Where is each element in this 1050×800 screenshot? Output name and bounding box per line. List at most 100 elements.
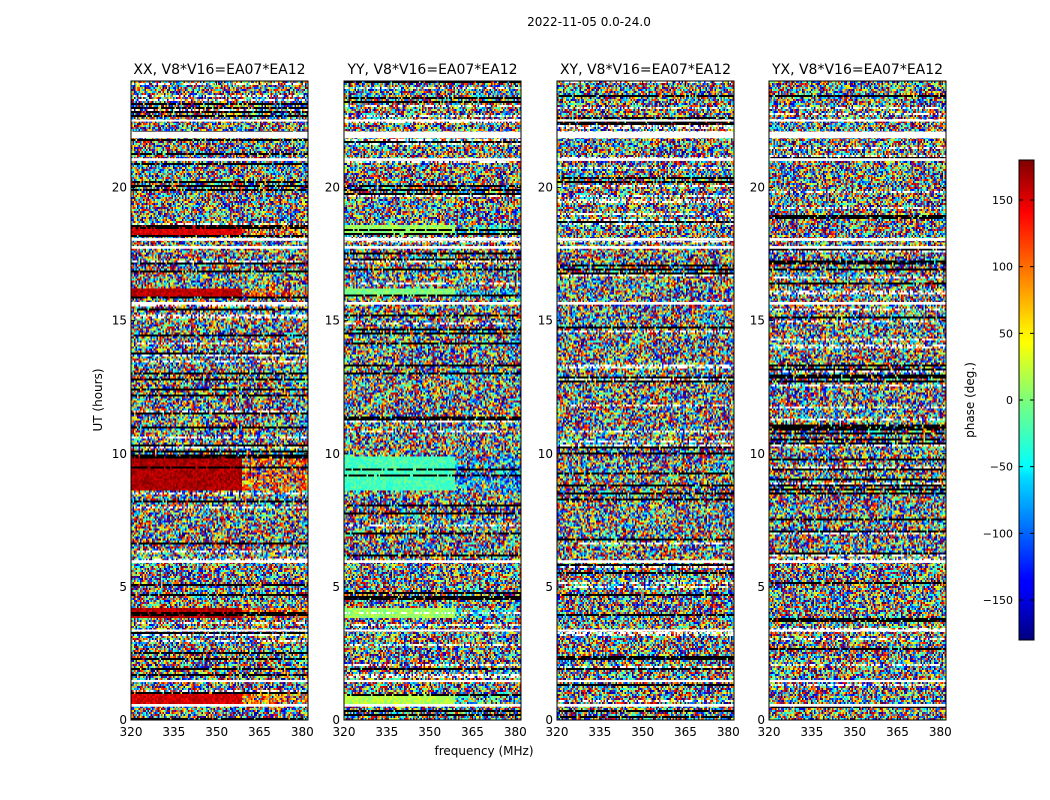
colorbar-tick-label: 50 xyxy=(999,327,1013,340)
panel-frame xyxy=(768,80,947,721)
flagged-band xyxy=(557,680,734,683)
flagged-band xyxy=(769,629,946,632)
colorbar-tick-label: −150 xyxy=(983,594,1013,607)
panel-title: XY, V8*V16=EA07*EA12 xyxy=(560,62,731,78)
phase-heatmap-yy xyxy=(344,81,521,720)
colorbar-label: phase (deg.) xyxy=(963,362,977,438)
x-tick-label: 365 xyxy=(674,725,697,739)
x-tick-label: 335 xyxy=(162,725,185,739)
flagged-band xyxy=(769,301,946,305)
flagged-band xyxy=(769,704,946,707)
panel-yy: YY, V8*V16=EA07*EA12 0 5 10 15 20 320 335 350 365… xyxy=(325,62,527,739)
x-tick-label: 365 xyxy=(886,725,909,739)
panel-title: YY, V8*V16=EA07*EA12 xyxy=(346,62,517,78)
x-axis-label: frequency (MHz) xyxy=(434,744,533,758)
x-tick-label: 335 xyxy=(588,725,611,739)
flagged-band xyxy=(344,560,521,563)
colorbar-tick-label: 100 xyxy=(992,261,1013,274)
x-tick-label: 350 xyxy=(631,725,654,739)
x-tick-label: 335 xyxy=(375,725,398,739)
x-tick-label: 320 xyxy=(758,725,781,739)
flagged-band xyxy=(131,131,308,139)
y-axis-label: UT (hours) xyxy=(91,368,105,431)
y-tick-label: 20 xyxy=(325,181,340,195)
flagged-band xyxy=(769,560,946,563)
flagged-band xyxy=(769,246,946,249)
x-tick-label: 380 xyxy=(291,725,314,739)
flagged-band xyxy=(557,629,734,632)
y-tick-label: 5 xyxy=(332,580,340,594)
x-tick-label: 365 xyxy=(461,725,484,739)
colorbar-tick-label: −100 xyxy=(983,527,1013,540)
x-tick-label: 380 xyxy=(929,725,952,739)
x-tick-label: 365 xyxy=(248,725,271,739)
y-tick-label: 0 xyxy=(119,713,127,727)
flagged-band xyxy=(344,238,521,241)
phase-heatmap-xy xyxy=(557,81,734,720)
y-tick-label: 10 xyxy=(750,447,765,461)
flagged-band xyxy=(557,560,734,563)
flagged-band xyxy=(557,131,734,139)
colorbar: 150 100 50 0 −50 −100 −150 phase (deg.) xyxy=(963,159,1035,641)
flagged-band xyxy=(131,158,308,161)
flagged-band xyxy=(557,301,734,305)
flagged-band xyxy=(344,158,521,161)
y-tick-label: 10 xyxy=(538,447,553,461)
y-tick-label: 0 xyxy=(332,713,340,727)
colorbar-tick-label: −50 xyxy=(990,461,1013,474)
flagged-band xyxy=(131,301,308,305)
flagged-band xyxy=(769,238,946,241)
flagged-band xyxy=(557,246,734,249)
panel-xx: XX, V8*V16=EA07*EA12 0 5 10 15 20 320 335 350 365… xyxy=(112,62,314,739)
flagged-band xyxy=(557,158,734,161)
y-tick-label: 5 xyxy=(119,580,127,594)
y-tick-label: 0 xyxy=(757,713,765,727)
flagged-band xyxy=(769,119,946,122)
y-tick-label: 10 xyxy=(325,447,340,461)
panel-title: XX, V8*V16=EA07*EA12 xyxy=(133,62,305,78)
flagged-band xyxy=(131,704,308,707)
figure-suptitle: 2022-11-05 0.0-24.0 xyxy=(527,15,651,29)
x-tick-label: 350 xyxy=(205,725,228,739)
flagged-band xyxy=(769,680,946,683)
flagged-band xyxy=(344,629,521,632)
x-tick-label: 320 xyxy=(546,725,569,739)
x-tick-label: 335 xyxy=(800,725,823,739)
flagged-band xyxy=(557,238,734,241)
flagged-band xyxy=(769,158,946,161)
x-tick-label: 380 xyxy=(504,725,527,739)
flagged-band xyxy=(769,131,946,139)
panel-title: YX, V8*V16=EA07*EA12 xyxy=(771,62,943,78)
y-tick-label: 20 xyxy=(538,181,553,195)
flagged-band xyxy=(344,119,521,122)
x-tick-label: 380 xyxy=(717,725,740,739)
flagged-band xyxy=(131,238,308,241)
x-tick-label: 320 xyxy=(120,725,143,739)
flagged-band xyxy=(344,246,521,249)
panel-frame xyxy=(130,80,309,721)
colorbar-tick-label: 0 xyxy=(1006,394,1013,407)
y-tick-label: 5 xyxy=(757,580,765,594)
flagged-band xyxy=(131,560,308,563)
panel-xy: XY, V8*V16=EA07*EA12 0 5 10 15 20 320 335 350 365… xyxy=(538,62,740,739)
phase-heatmap-xx xyxy=(131,81,308,720)
y-tick-label: 15 xyxy=(538,314,553,328)
x-tick-label: 320 xyxy=(333,725,356,739)
colorbar-tick-label: 150 xyxy=(992,194,1013,207)
y-tick-label: 15 xyxy=(750,314,765,328)
colorbar-ticks: 150 100 50 0 −50 −100 −150 xyxy=(983,194,1034,607)
panel-frame xyxy=(556,80,735,721)
flagged-band xyxy=(557,704,734,707)
y-tick-label: 5 xyxy=(545,580,553,594)
phase-heatmap-yx xyxy=(769,81,946,720)
flagged-band xyxy=(344,704,521,707)
x-tick-label: 350 xyxy=(418,725,441,739)
y-tick-label: 0 xyxy=(545,713,553,727)
x-tick-label: 350 xyxy=(843,725,866,739)
flagged-band xyxy=(131,680,308,683)
flagged-band xyxy=(131,246,308,249)
flagged-band xyxy=(344,301,521,305)
y-tick-label: 15 xyxy=(112,314,127,328)
y-tick-label: 10 xyxy=(112,447,127,461)
